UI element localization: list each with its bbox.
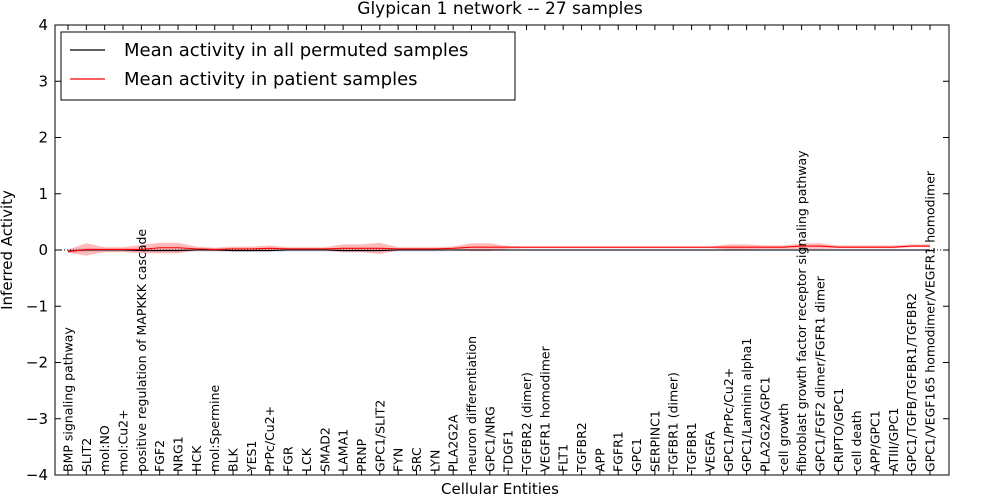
y-tick-label: 2 — [38, 129, 48, 147]
category-label: GPC1/NRG — [482, 406, 497, 472]
category-label: positive regulation of MAPKKK cascade — [134, 229, 149, 472]
series-lines — [55, 245, 949, 253]
category-label: mol:Spermine — [207, 384, 222, 472]
y-tick-label: −4 — [26, 466, 48, 484]
category-label: PrPc/Cu2+ — [262, 406, 277, 472]
category-label: GPC1/TGFB/TGFBR1/TGFBR2 — [904, 293, 919, 472]
category-label: GPC1/VEGF165 homodimer/VEGFR1 homodimer — [923, 170, 938, 472]
category-label: LAMA1 — [336, 429, 351, 472]
legend-label-permuted: Mean activity in all permuted samples — [124, 40, 468, 61]
legend-label-patient: Mean activity in patient samples — [124, 69, 418, 90]
category-label: VEGFR1 homodimer — [537, 345, 552, 472]
category-label: ATIII/GPC1 — [886, 408, 901, 472]
patient-band — [68, 242, 930, 256]
category-label: PLA2G2A/GPC1 — [757, 376, 772, 472]
category-label: neuron differentiation — [464, 336, 479, 472]
category-label: mol:NO — [97, 425, 112, 472]
category-label: GPC1/PrPc/Cu2+ — [721, 368, 736, 472]
y-tick-label: 0 — [38, 241, 48, 259]
y-tick-label: 3 — [38, 72, 48, 90]
category-label: GPC1/SLIT2 — [372, 400, 387, 472]
legend: Mean activity in all permuted samples Me… — [60, 31, 516, 101]
category-label: FGFR1 — [611, 431, 626, 472]
x-axis-ticks — [67, 25, 931, 475]
legend-box — [60, 31, 516, 101]
category-label: cell growth — [776, 403, 791, 472]
patient-mean-line — [67, 245, 930, 253]
category-label: NRG1 — [171, 436, 186, 472]
category-label: PLA2G2A — [446, 414, 461, 472]
category-label: APP — [592, 448, 607, 472]
category-label: LCK — [299, 447, 314, 472]
category-label: TDGF1 — [501, 430, 516, 473]
plot-frame — [54, 24, 950, 476]
category-label: FLT1 — [556, 444, 571, 472]
y-tick-label: −3 — [26, 410, 48, 428]
category-label: SMAD2 — [317, 427, 332, 472]
category-label: APP/GPC1 — [867, 410, 882, 472]
category-label: CRIPTO/GPC1 — [831, 388, 846, 472]
y-tick-label: −1 — [26, 297, 48, 315]
category-label: FGR — [281, 446, 296, 472]
category-label: mol:Cu2+ — [116, 409, 131, 472]
category-label: SRC — [409, 447, 424, 472]
category-label: TGFBR1 (dimer) — [666, 372, 681, 473]
category-label: GPC1/Laminin alpha1 — [739, 338, 754, 472]
y-tick-label: 1 — [38, 185, 48, 203]
y-tick-label: 4 — [38, 16, 48, 34]
y-axis-label: Inferred Activity — [0, 190, 16, 310]
category-label: TGFBR2 (dimer) — [519, 372, 534, 473]
category-label: VEGFA — [702, 431, 717, 472]
permuted-mean-line — [67, 249, 930, 252]
category-label: fibroblast growth factor receptor signal… — [794, 150, 809, 472]
category-labels: BMP signaling pathway SLIT2 mol:NO mol:Cu2+… — [61, 150, 938, 473]
category-label: FYN — [391, 448, 406, 472]
category-label: TGFBR1 — [684, 422, 699, 473]
y-tick-label: −2 — [26, 354, 48, 372]
category-label: HCK — [189, 445, 204, 472]
chart-title: Glypican 1 network -- 27 samples — [357, 0, 643, 19]
category-label: SERPINC1 — [647, 410, 662, 472]
category-label: PRNP — [354, 438, 369, 472]
category-label: BMP signaling pathway — [61, 327, 76, 472]
category-label: BLK — [226, 447, 241, 472]
x-axis-label: Cellular Entities — [441, 480, 559, 498]
y-axis-ticks: −4 −3 −2 −1 0 1 2 3 4 — [26, 16, 949, 484]
category-label: TGFBR2 — [574, 422, 589, 473]
category-label: cell death — [849, 410, 864, 472]
category-label: GPC1 — [629, 438, 644, 472]
category-label: YES1 — [244, 441, 259, 473]
category-label: FGF2 — [152, 440, 167, 472]
category-label: LYN — [427, 450, 442, 472]
category-label: GPC1/FGF2 dimer/FGFR1 dimer — [812, 275, 827, 472]
category-label: SLIT2 — [79, 438, 94, 472]
